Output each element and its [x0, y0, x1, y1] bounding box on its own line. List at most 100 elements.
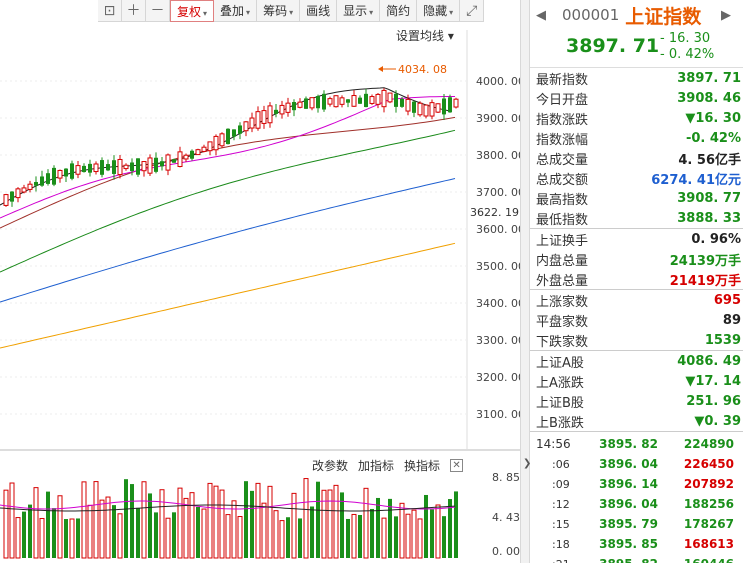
tick-volume: 160446	[658, 557, 734, 563]
tick-price: 3896. 04	[599, 457, 658, 471]
stat-row: 最低指数 3888. 33	[530, 208, 743, 228]
display-button[interactable]: 显示 ▾	[337, 0, 381, 22]
stat-row: 内盘总量 24139万手	[530, 249, 743, 269]
tick-row: :213895. 82160446	[530, 554, 743, 563]
stat-row: 最新指数 3897. 71	[530, 68, 743, 88]
stat-row: 外盘总量 21419万手	[530, 269, 743, 289]
stat-row: 最高指数 3908. 77	[530, 188, 743, 208]
switch-indicator-button[interactable]: 换指标	[404, 459, 441, 473]
tick-time: 14:56	[536, 437, 571, 451]
candlestick-chart[interactable]: 4034. 08	[0, 0, 520, 563]
stat-value: 251. 96	[686, 393, 741, 409]
stat-label: 内盘总量	[536, 253, 589, 269]
volume-ma-lines	[0, 500, 456, 512]
stat-row: 上证B股 251. 96	[530, 391, 743, 411]
stats-table: 最新指数 3897. 71 今日开盘 3908. 46 指数涨跌 ▼16. 30 指数涨幅 -…	[530, 68, 743, 432]
tick-price: 3895. 82	[596, 557, 658, 563]
candles	[3, 88, 459, 207]
current-price-tag: 3622. 19	[470, 206, 519, 219]
stat-value: 1539	[704, 332, 741, 348]
tick-time: :18	[552, 537, 570, 551]
stat-row: 下跌家数 1539	[530, 330, 743, 350]
stock-code: 000001	[562, 6, 620, 24]
y-tick: 3100. 00	[476, 408, 525, 421]
tick-row: :09 3896. 14 207892	[530, 474, 743, 494]
tick-price: 3896. 04	[599, 497, 658, 511]
y-tick: 3400. 00	[476, 297, 525, 310]
stat-label: 最低指数	[536, 212, 589, 228]
quote-panel: ◀ 000001 上证指数 ▶ 3897. 71 - 16. 30 - 0. 4…	[530, 0, 743, 563]
stat-value: 0. 96%	[691, 231, 741, 247]
tick-row: :06 3896. 04 226450	[530, 454, 743, 474]
stat-label: 最新指数	[536, 72, 589, 88]
stat-row: 指数涨跌 ▼16. 30	[530, 108, 743, 128]
stat-value: 3908. 77	[677, 190, 741, 206]
stat-label: 最高指数	[536, 192, 589, 208]
stat-value: 6274. 41亿元	[651, 172, 741, 188]
stat-value: ▼0. 39	[694, 413, 741, 429]
svg-text:4034. 08: 4034. 08	[398, 63, 447, 76]
stats-section: 上涨家数 695 平盘家数 89 下跌家数 1539	[530, 290, 743, 351]
lock-icon[interactable]: ⊡	[98, 0, 122, 22]
change-params-button[interactable]: 改参数	[312, 459, 349, 473]
stat-label: 平盘家数	[536, 314, 589, 330]
stats-section: 最新指数 3897. 71 今日开盘 3908. 46 指数涨跌 ▼16. 30 指数涨幅 -…	[530, 68, 743, 229]
volume-tick: 8. 85	[492, 471, 520, 484]
stat-row: 上涨家数 695	[530, 290, 743, 310]
simple-mode-button[interactable]: 简约	[380, 0, 418, 22]
stat-label: 外盘总量	[536, 273, 589, 289]
stat-row: 指数涨幅 -0. 42%	[530, 128, 743, 148]
prev-stock-icon[interactable]: ◀	[536, 7, 546, 23]
tick-row: :18 3895. 85 168613	[530, 534, 743, 554]
chips-button[interactable]: 筹码 ▾	[257, 0, 301, 22]
tick-time: :21	[530, 558, 596, 563]
stat-value: 3908. 46	[677, 90, 741, 106]
ma-setting-button[interactable]: 设置均线 ▾	[396, 29, 454, 43]
stat-label: 下跌家数	[536, 334, 589, 350]
tick-list: 14:56 3895. 82 224890:06 3896. 04 226450:09 3…	[530, 432, 743, 563]
quote-summary: 3897. 71 - 16. 30 - 0. 42%	[530, 30, 743, 68]
fullscreen-icon[interactable]: ⤢	[460, 0, 485, 22]
y-tick: 3200. 00	[476, 371, 525, 384]
next-stock-icon[interactable]: ▶	[721, 7, 731, 23]
volume-tick: 4. 43	[492, 511, 520, 524]
collapse-arrow-icon[interactable]: ❯	[523, 458, 532, 469]
tick-volume: 224890	[683, 437, 734, 451]
tick-volume: 178267	[683, 517, 734, 531]
tick-time: :09	[552, 477, 570, 491]
adjust-price-button[interactable]: 复权 ▾	[170, 0, 215, 22]
stat-value: 4. 56亿手	[678, 152, 741, 168]
stat-value: 89	[722, 312, 741, 328]
chart-toolbar: ⊡ ＋ － 复权 ▾ 叠加 ▾ 筹码 ▾ 画线 显示 ▾ 简约 隐藏 ▾ ⤢	[98, 0, 485, 22]
hide-button[interactable]: 隐藏 ▾	[417, 0, 461, 22]
draw-line-button[interactable]: 画线	[300, 0, 338, 22]
tick-time: :06	[552, 457, 570, 471]
tick-time: :12	[552, 497, 570, 511]
stat-value: 3888. 33	[677, 210, 741, 226]
volume-toolbar: 改参数 加指标 换指标 ✕	[312, 457, 464, 474]
zoom-out-icon[interactable]: －	[146, 0, 170, 22]
stat-value: ▼16. 30	[685, 110, 741, 126]
stat-value: 4086. 49	[677, 353, 741, 369]
tick-price: 3896. 14	[599, 477, 658, 491]
tick-price: 3895. 79	[599, 517, 658, 531]
overlay-button[interactable]: 叠加 ▾	[214, 0, 258, 22]
stat-label: 上证A股	[536, 355, 584, 371]
panel-splitter[interactable]: ❯	[520, 0, 532, 563]
zoom-in-icon[interactable]: ＋	[122, 0, 146, 22]
tick-row: :15 3895. 79 178267	[530, 514, 743, 534]
add-indicator-button[interactable]: 加指标	[358, 459, 395, 473]
close-icon[interactable]: ✕	[450, 459, 464, 472]
stat-value: 21419万手	[669, 273, 741, 289]
y-tick: 3700. 00	[476, 186, 525, 199]
tick-time: :15	[552, 517, 570, 531]
tick-volume: 188256	[683, 497, 734, 511]
stat-label: 上证B股	[536, 395, 584, 411]
tick-volume: 168613	[683, 537, 734, 551]
stat-row: 总成交额 6274. 41亿元	[530, 168, 743, 188]
stat-row: 上证A股 4086. 49	[530, 351, 743, 371]
y-tick: 3900. 00	[476, 112, 525, 125]
y-tick: 3300. 00	[476, 334, 525, 347]
stat-label: 指数涨幅	[536, 132, 589, 148]
